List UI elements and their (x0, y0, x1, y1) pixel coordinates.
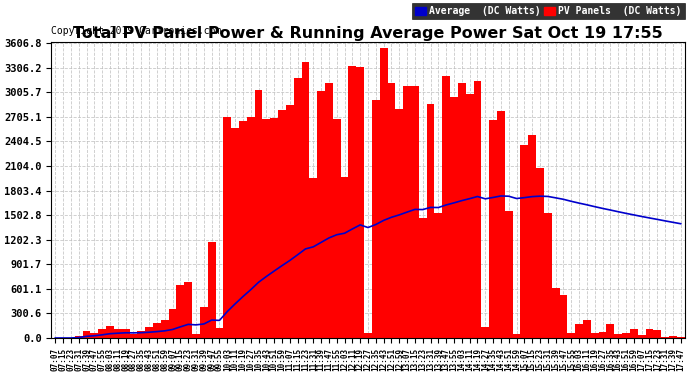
Bar (137, 331, 145, 338)
Bar (388, 83, 395, 338)
Bar (130, 334, 137, 338)
Bar (458, 83, 466, 338)
Bar (309, 178, 317, 338)
Bar (341, 177, 348, 338)
Bar (255, 90, 262, 338)
Bar (372, 100, 380, 338)
Bar (575, 324, 583, 338)
Bar (450, 97, 458, 338)
Bar (426, 104, 435, 338)
Bar (599, 332, 607, 338)
Bar (567, 333, 575, 338)
Bar (661, 337, 669, 338)
Bar (356, 67, 364, 338)
Bar (411, 86, 419, 338)
Bar (114, 329, 121, 338)
Bar (638, 335, 646, 338)
Title: Total PV Panel Power & Running Average Power Sat Oct 19 17:55: Total PV Panel Power & Running Average P… (73, 26, 663, 40)
Bar (224, 117, 231, 338)
Bar (529, 135, 536, 338)
Bar (239, 122, 247, 338)
Bar (395, 109, 403, 338)
Bar (177, 285, 184, 338)
Bar (333, 119, 341, 338)
Bar (435, 213, 442, 338)
Bar (270, 118, 278, 338)
Bar (505, 211, 513, 338)
Bar (520, 145, 529, 338)
Bar (536, 168, 544, 338)
Bar (380, 48, 388, 338)
Bar (560, 295, 567, 338)
Bar (482, 327, 489, 338)
Bar (348, 66, 356, 338)
Bar (489, 120, 497, 338)
Bar (419, 217, 426, 338)
Bar (98, 329, 106, 338)
Bar (653, 330, 661, 338)
Bar (302, 62, 309, 338)
Bar (607, 324, 614, 338)
Bar (442, 76, 450, 338)
Bar (497, 111, 505, 338)
Bar (168, 309, 177, 338)
Bar (669, 336, 677, 338)
Bar (90, 333, 98, 338)
Bar (591, 333, 599, 338)
Bar (622, 333, 630, 338)
Bar (646, 329, 653, 338)
Bar (75, 336, 83, 338)
Bar (325, 82, 333, 338)
Bar (677, 337, 684, 338)
Bar (286, 105, 294, 338)
Bar (83, 332, 90, 338)
Bar (161, 320, 168, 338)
Bar (121, 329, 130, 338)
Bar (184, 282, 192, 338)
Bar (145, 327, 153, 338)
Bar (544, 213, 552, 338)
Legend: Average  (DC Watts), PV Panels  (DC Watts): Average (DC Watts), PV Panels (DC Watts) (412, 3, 684, 19)
Bar (294, 78, 302, 338)
Bar (262, 120, 270, 338)
Bar (513, 334, 520, 338)
Bar (466, 94, 473, 338)
Bar (364, 333, 372, 338)
Text: Copyright 2019 Cartronics.com: Copyright 2019 Cartronics.com (51, 26, 221, 36)
Bar (231, 128, 239, 338)
Bar (614, 334, 622, 338)
Bar (106, 326, 114, 338)
Bar (200, 307, 208, 338)
Bar (153, 323, 161, 338)
Bar (192, 334, 200, 338)
Bar (552, 288, 560, 338)
Bar (278, 110, 286, 338)
Bar (208, 242, 215, 338)
Bar (403, 86, 411, 338)
Bar (473, 81, 482, 338)
Bar (215, 327, 224, 338)
Bar (583, 320, 591, 338)
Bar (630, 329, 638, 338)
Bar (247, 117, 255, 338)
Bar (317, 92, 325, 338)
